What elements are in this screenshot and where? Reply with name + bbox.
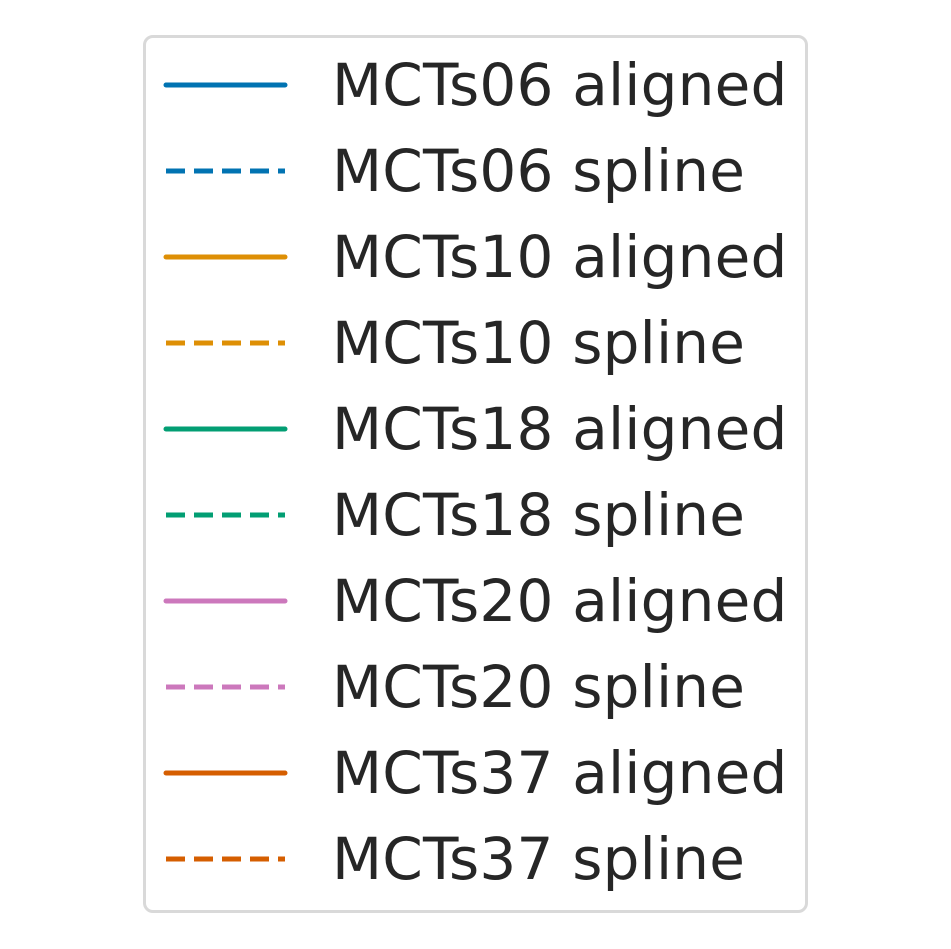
- legend-label: MCTs37 aligned: [332, 739, 788, 807]
- legend: MCTs06 aligned MCTs06 spline MCTs10 aligne…: [143, 35, 808, 913]
- legend-line-swatch: [163, 426, 288, 432]
- legend-line-swatch: [163, 770, 288, 776]
- legend-line-swatch: [163, 598, 288, 604]
- legend-entry: MCTs10 spline: [146, 300, 805, 386]
- legend-label: MCTs37 spline: [332, 825, 746, 893]
- legend-entry: MCTs06 aligned: [146, 42, 805, 128]
- legend-entry: MCTs37 aligned: [146, 730, 805, 816]
- legend-label: MCTs20 aligned: [332, 567, 788, 635]
- legend-label: MCTs18 spline: [332, 481, 746, 549]
- legend-label: MCTs18 aligned: [332, 395, 788, 463]
- legend-entry: MCTs37 spline: [146, 816, 805, 902]
- legend-line-swatch: [166, 168, 285, 174]
- legend-entry: MCTs20 spline: [146, 644, 805, 730]
- legend-label: MCTs10 spline: [332, 309, 746, 377]
- legend-label: MCTs06 aligned: [332, 51, 788, 119]
- legend-entries: MCTs06 aligned MCTs06 spline MCTs10 aligne…: [146, 38, 805, 910]
- legend-line-swatch: [163, 254, 288, 260]
- legend-line-swatch: [163, 82, 288, 88]
- legend-label: MCTs06 spline: [332, 137, 746, 205]
- legend-label: MCTs10 aligned: [332, 223, 788, 291]
- legend-entry: MCTs06 spline: [146, 128, 805, 214]
- legend-entry: MCTs18 spline: [146, 472, 805, 558]
- legend-line-swatch: [166, 856, 285, 862]
- legend-label: MCTs20 spline: [332, 653, 746, 721]
- legend-line-swatch: [166, 684, 285, 690]
- legend-entry: MCTs18 aligned: [146, 386, 805, 472]
- legend-entry: MCTs20 aligned: [146, 558, 805, 644]
- legend-line-swatch: [166, 340, 285, 346]
- legend-line-swatch: [166, 512, 285, 518]
- legend-entry: MCTs10 aligned: [146, 214, 805, 300]
